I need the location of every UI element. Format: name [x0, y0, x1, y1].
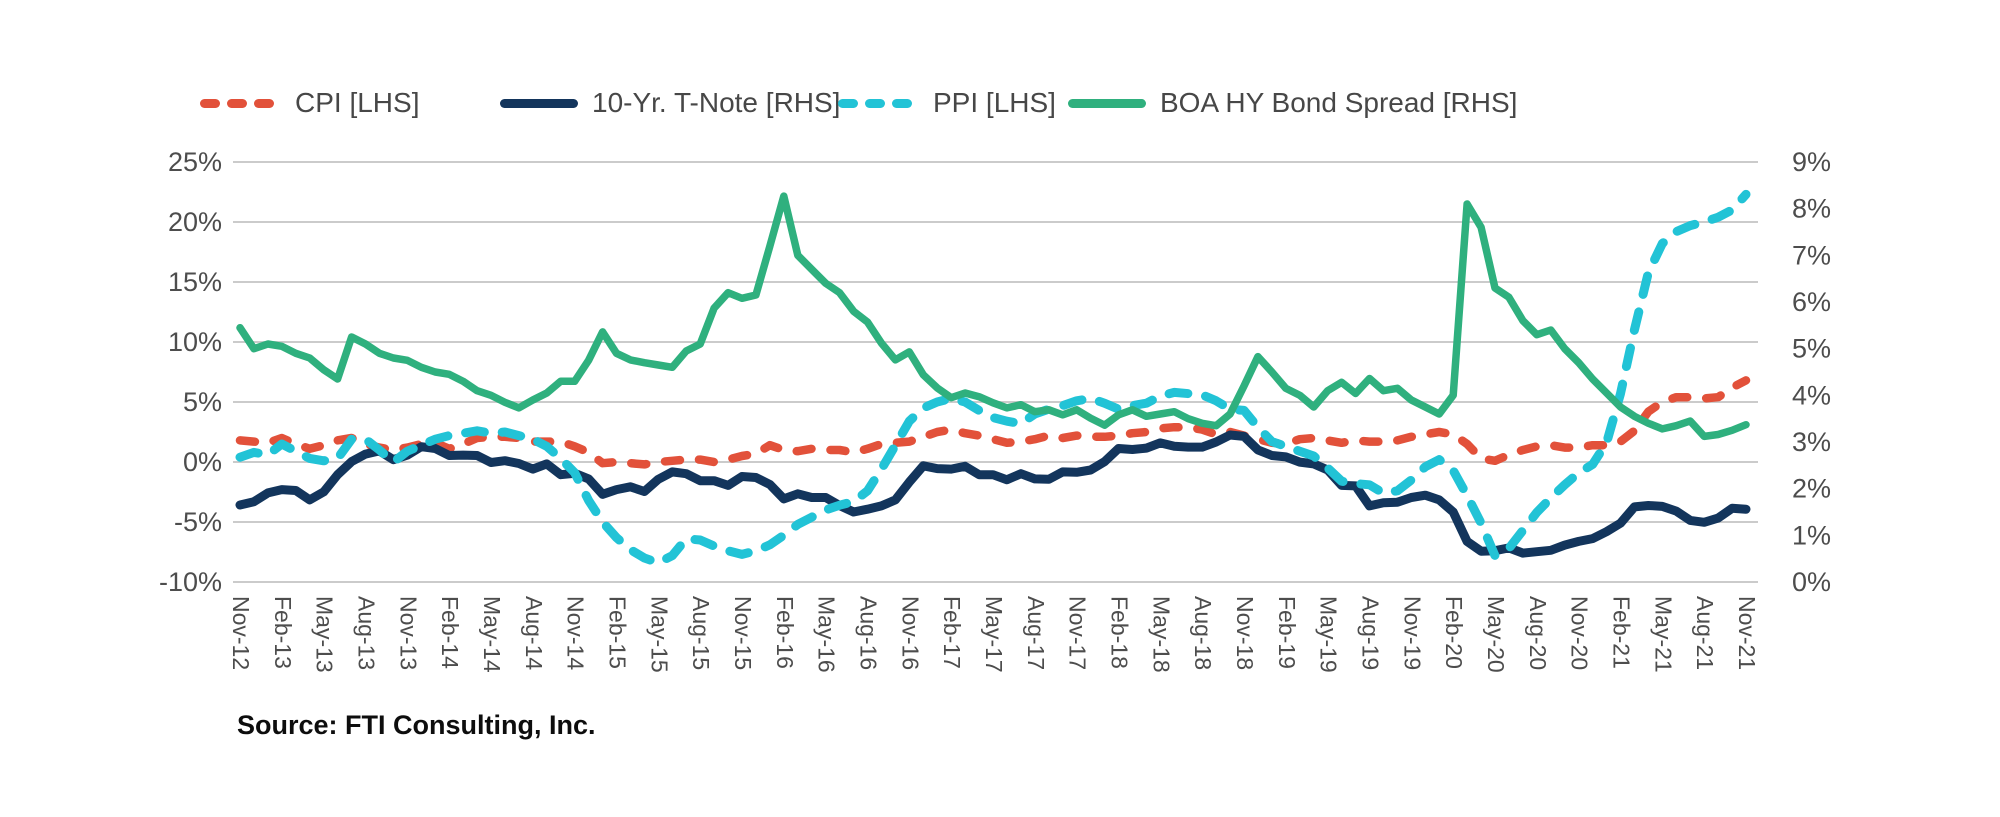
right-axis-tick-label: 1% [1792, 520, 1831, 550]
legend-item-tnote: 10-Yr. T-Note [RHS] [500, 86, 840, 120]
source-note: Source: FTI Consulting, Inc. [237, 710, 596, 740]
legend-item-cpi: CPI [LHS] [200, 86, 419, 120]
x-axis-tick-label: Aug-21 [1692, 596, 1718, 670]
x-axis-tick-label: May-15 [646, 596, 672, 673]
x-axis-tick-label: Nov-15 [730, 596, 756, 670]
x-axis-tick-label: Feb-14 [437, 596, 463, 669]
x-axis-tick-label: Nov-16 [897, 596, 923, 670]
x-axis-tick-label: Feb-20 [1441, 596, 1467, 669]
x-axis-tick-label: May-21 [1650, 596, 1676, 673]
x-axis-tick-label: Aug-19 [1358, 596, 1384, 670]
right-axis-tick-label: 6% [1792, 287, 1831, 317]
x-axis-tick-label: May-17 [981, 596, 1007, 673]
x-axis-tick-label: Nov-18 [1232, 596, 1258, 670]
series-line-ppi-lhs [235, 189, 1751, 568]
x-axis-tick-label: Feb-18 [1107, 596, 1133, 669]
right-axis-tick-label: 4% [1792, 380, 1831, 410]
x-axis-tick-label: Aug-14 [521, 596, 547, 670]
x-axis-tick-label: Nov-13 [395, 596, 421, 670]
x-axis-tick-label: Feb-16 [772, 596, 798, 669]
x-axis-tick-label: Feb-13 [270, 596, 296, 669]
right-axis-tick-label: 5% [1792, 334, 1831, 364]
left-axis-tick-label: 10% [168, 327, 222, 357]
legend-label-ppi: PPI [LHS] [933, 87, 1056, 118]
x-axis-tick-label: May-19 [1316, 596, 1342, 673]
x-axis-tick-label: Nov-20 [1567, 596, 1593, 670]
x-axis-tick-label: May-20 [1483, 596, 1509, 673]
x-axis-tick-label: Aug-13 [354, 596, 380, 670]
right-axis-tick-label: 9% [1792, 147, 1831, 177]
x-axis-tick-label: Nov-12 [228, 596, 254, 670]
x-axis-tick-label: Feb-19 [1274, 596, 1300, 669]
legend-label-tnote: 10-Yr. T-Note [RHS] [592, 87, 841, 118]
x-axis-tick-label: Feb-21 [1609, 596, 1635, 669]
right-axis-tick-label: 7% [1792, 240, 1831, 270]
right-axis-tick-label: 3% [1792, 427, 1831, 457]
left-axis-tick-label: -5% [174, 507, 222, 537]
left-axis-tick-label: 25% [168, 147, 222, 177]
x-axis-tick-label: Aug-17 [1023, 596, 1049, 670]
boa-hy-solid-line-swatch [1068, 98, 1146, 108]
left-axis-tick-label: 15% [168, 267, 222, 297]
x-axis-tick-label: Nov-17 [1065, 596, 1091, 670]
right-axis-tick-label: 8% [1792, 194, 1831, 224]
tnote-solid-line-swatch [500, 98, 578, 108]
series-line-cpi-lhs [235, 376, 1751, 469]
left-axis-tick-label: 0% [183, 447, 222, 477]
cpi-dashed-line-swatch [200, 98, 281, 108]
right-axis-tick-label: 2% [1792, 474, 1831, 504]
x-axis-tick-label: Aug-20 [1525, 596, 1551, 670]
legend-item-ppi: PPI [LHS] [838, 86, 1056, 120]
ppi-dashed-line-swatch [838, 98, 919, 108]
x-axis-tick-label: Aug-15 [688, 596, 714, 670]
series-line-boa-hy-bond-spread-rhs [236, 192, 1750, 441]
right-axis-tick-label: 0% [1792, 567, 1831, 597]
left-axis-tick-label: 5% [183, 387, 222, 417]
x-axis-tick-label: Feb-17 [939, 596, 965, 669]
x-axis-tick-label: May-14 [479, 596, 505, 673]
left-axis-tick-label: -10% [159, 567, 222, 597]
x-axis-tick-label: Nov-14 [563, 596, 589, 670]
x-axis-tick-label: Aug-16 [856, 596, 882, 670]
left-axis-tick-label: 20% [168, 207, 222, 237]
x-axis-tick-label: May-18 [1148, 596, 1174, 673]
x-axis-tick-label: Feb-15 [605, 596, 631, 669]
x-axis-tick-label: May-13 [312, 596, 338, 673]
x-axis-tick-label: May-16 [814, 596, 840, 673]
x-axis-tick-label: Aug-18 [1190, 596, 1216, 670]
x-axis-tick-label: Nov-21 [1734, 596, 1760, 670]
legend-label-boa-hy: BOA HY Bond Spread [RHS] [1160, 87, 1518, 118]
legend-item-boa-hy: BOA HY Bond Spread [RHS] [1068, 86, 1517, 120]
legend-label-cpi: CPI [LHS] [295, 87, 420, 118]
x-axis-tick-label: Nov-19 [1399, 596, 1425, 670]
